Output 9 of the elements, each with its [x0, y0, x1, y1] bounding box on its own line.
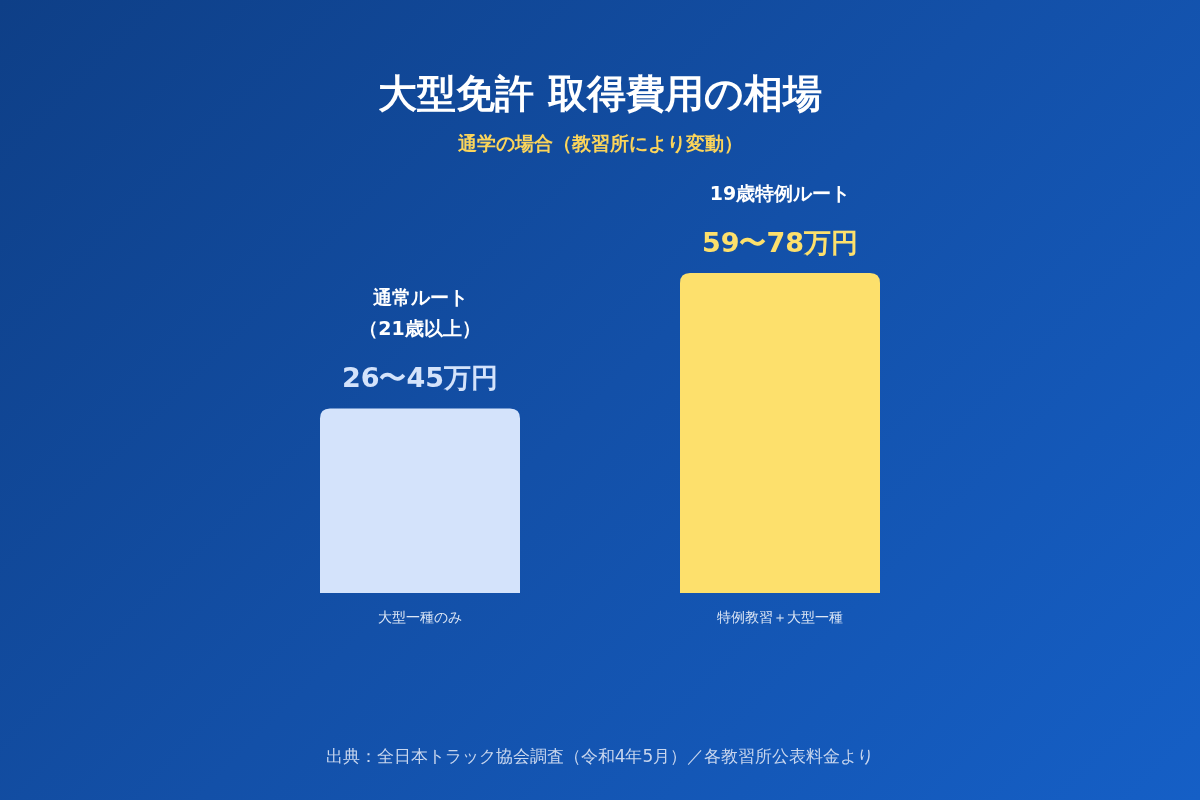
chart-title: 大型免許 取得費用の相場: [378, 71, 822, 116]
text: 19歳特例ルート: [709, 182, 851, 204]
x-tick-label: 大型一種のみ: [378, 609, 462, 625]
data-label: 59〜78万円: [701, 227, 859, 258]
data-label: 26〜45万円: [341, 362, 499, 394]
x-tick-label: 特例教習＋大型一種: [717, 609, 843, 625]
source-note: 出典：全日本トラック協会調査（令和4年5月）／各教習所公表料金より: [325, 746, 875, 766]
chart-subtitle: 通学の場合（教習所により変動）: [456, 132, 743, 154]
annotation: 通常ルート（21歳以上）: [359, 286, 481, 340]
